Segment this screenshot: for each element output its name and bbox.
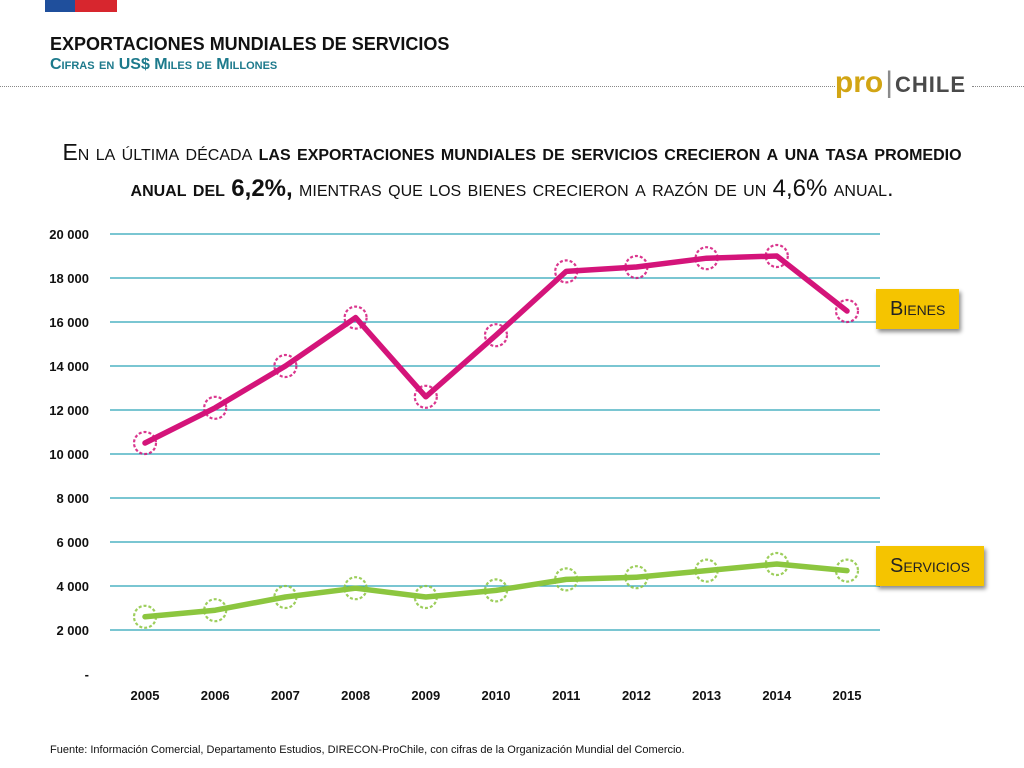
y-tick-label: 18 000 bbox=[49, 271, 89, 286]
data-point-servicios bbox=[132, 604, 158, 629]
data-point-bienes bbox=[624, 254, 649, 280]
data-point-servicios bbox=[483, 578, 509, 603]
y-tick-label: 16 000 bbox=[49, 315, 89, 330]
x-tick-label: 2010 bbox=[482, 688, 511, 703]
data-point-servicios bbox=[694, 558, 719, 583]
y-tick-label: 8 000 bbox=[56, 491, 89, 506]
legend-servicios: Servicios bbox=[876, 546, 984, 586]
headline: En la última década las exportaciones mu… bbox=[40, 134, 984, 207]
x-tick-label: 2005 bbox=[131, 688, 160, 703]
data-point-servicios bbox=[273, 584, 298, 610]
x-tick-label: 2011 bbox=[552, 688, 580, 703]
headline-part3: 6,2%, bbox=[231, 175, 293, 202]
y-tick-label: 10 000 bbox=[49, 447, 89, 462]
data-point-bienes bbox=[413, 384, 438, 409]
data-point-bienes bbox=[273, 353, 298, 379]
y-tick-label: 2 000 bbox=[56, 623, 89, 638]
headline-part6: anual. bbox=[827, 175, 894, 201]
y-tick-label: 4 000 bbox=[56, 579, 89, 594]
data-point-bienes bbox=[203, 395, 228, 420]
page-title: EXPORTACIONES MUNDIALES DE SERVICIOS bbox=[50, 34, 450, 54]
data-point-servicios bbox=[554, 567, 579, 592]
data-point-bienes bbox=[554, 259, 579, 284]
data-point-servicios bbox=[343, 576, 368, 601]
y-tick-label: - bbox=[85, 667, 89, 682]
series-line-bienes bbox=[142, 253, 850, 446]
x-tick-label: 2009 bbox=[411, 688, 440, 703]
data-point-servicios bbox=[203, 598, 228, 623]
data-point-bienes bbox=[483, 323, 509, 348]
y-tick-label: 20 000 bbox=[49, 227, 89, 242]
x-tick-label: 2013 bbox=[692, 688, 721, 703]
data-point-bienes bbox=[132, 430, 158, 456]
headline-part1: En la última década bbox=[62, 139, 259, 165]
source-note: Fuente: Información Comercial, Departame… bbox=[50, 744, 685, 756]
headline-part5: 4,6% bbox=[772, 175, 828, 202]
x-tick-label: 2007 bbox=[271, 688, 300, 703]
x-tick-label: 2006 bbox=[201, 688, 230, 703]
data-point-bienes bbox=[834, 298, 860, 324]
x-tick-label: 2014 bbox=[762, 688, 792, 703]
flag-logo bbox=[45, 0, 117, 12]
data-point-servicios bbox=[834, 558, 860, 583]
data-point-bienes bbox=[694, 246, 719, 271]
data-point-servicios bbox=[624, 565, 649, 590]
data-point-servicios bbox=[413, 584, 438, 610]
y-tick-label: 14 000 bbox=[49, 359, 89, 374]
x-tick-label: 2008 bbox=[341, 688, 370, 703]
legend-bienes: Bienes bbox=[876, 289, 960, 329]
y-tick-label: 6 000 bbox=[56, 535, 89, 550]
page-subtitle: Cifras en US$ Miles de Millones bbox=[50, 56, 278, 73]
data-point-bienes bbox=[343, 305, 368, 330]
data-point-servicios bbox=[764, 551, 789, 577]
divider-left bbox=[0, 86, 835, 87]
y-tick-label: 12 000 bbox=[49, 403, 89, 418]
logo-separator: | bbox=[885, 66, 893, 99]
x-tick-label: 2015 bbox=[833, 688, 862, 703]
data-point-bienes bbox=[764, 243, 789, 269]
logo-chile-text: CHILE bbox=[895, 72, 966, 97]
headline-part2: las exportaciones mundiales de servicios… bbox=[130, 139, 962, 201]
x-tick-label: 2012 bbox=[622, 688, 651, 703]
logo-pro-text: pro bbox=[834, 66, 884, 99]
series-line-servicios bbox=[142, 561, 850, 620]
prochile-logo: pro|CHILE bbox=[835, 66, 966, 100]
divider-right bbox=[972, 86, 1024, 87]
headline-part4: mientras que los bienes crecieron a razó… bbox=[292, 175, 773, 201]
